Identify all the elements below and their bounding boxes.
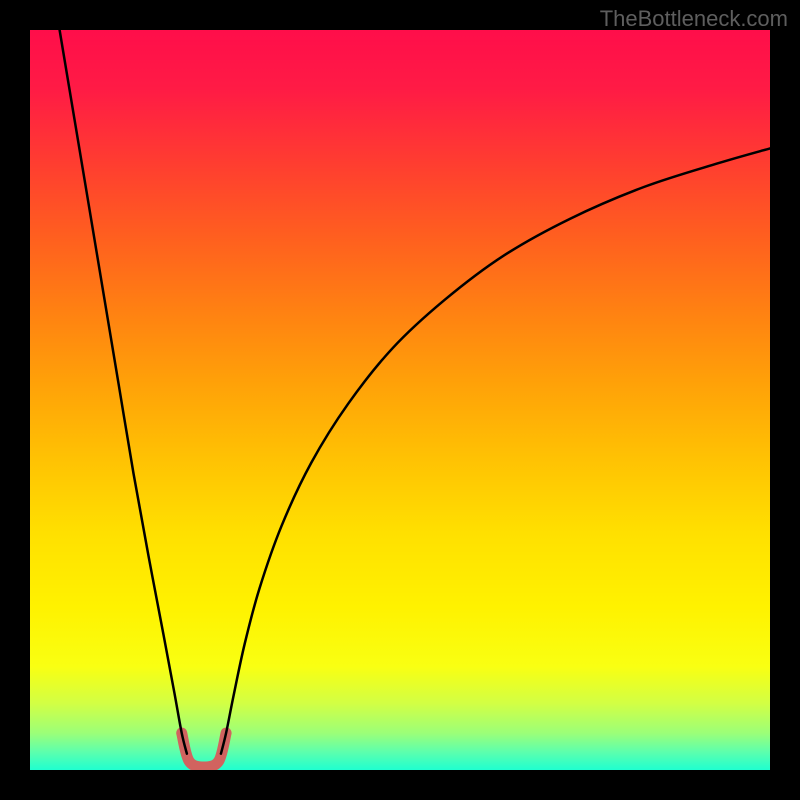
chart-gradient-bg — [30, 30, 770, 770]
watermark-text: TheBottleneck.com — [600, 6, 788, 32]
chart-svg — [30, 30, 770, 770]
bottleneck-chart — [30, 30, 770, 770]
